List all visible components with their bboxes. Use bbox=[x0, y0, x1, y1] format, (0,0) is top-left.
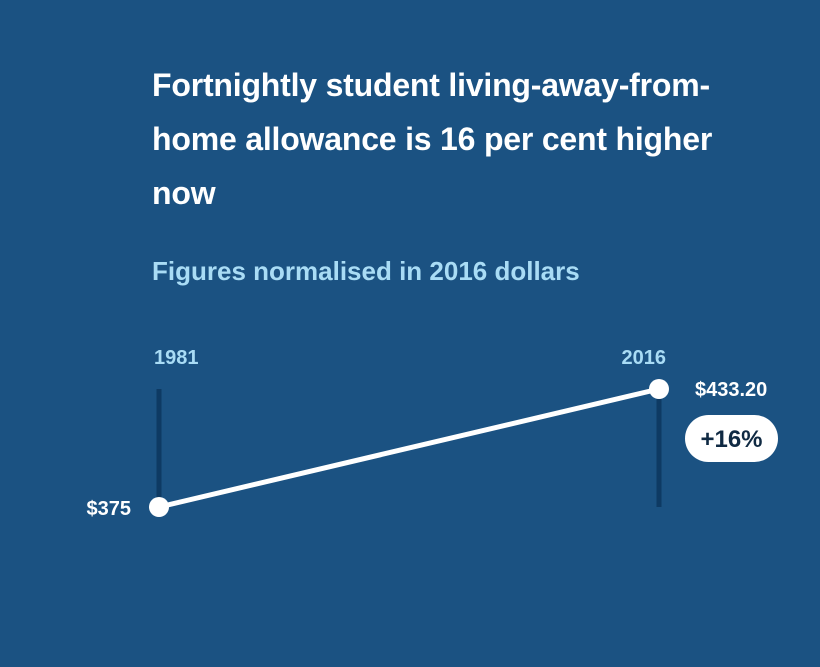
x-tick-label-2016: 2016 bbox=[622, 347, 667, 369]
change-badge-label: +16% bbox=[700, 426, 762, 453]
data-point-1981 bbox=[149, 497, 169, 517]
chart-title: Fortnightly student living-away-from-hom… bbox=[152, 67, 713, 211]
data-label-2016: $433.20 bbox=[695, 379, 767, 401]
x-tick-label-1981: 1981 bbox=[154, 347, 199, 369]
change-badge: +16% bbox=[685, 415, 778, 462]
chart-subtitle: Figures normalised in 2016 dollars bbox=[152, 256, 580, 286]
data-label-1981: $375 bbox=[87, 498, 132, 520]
series-line bbox=[156, 386, 662, 510]
data-point-2016 bbox=[649, 379, 669, 399]
change-badge-background bbox=[685, 415, 778, 462]
